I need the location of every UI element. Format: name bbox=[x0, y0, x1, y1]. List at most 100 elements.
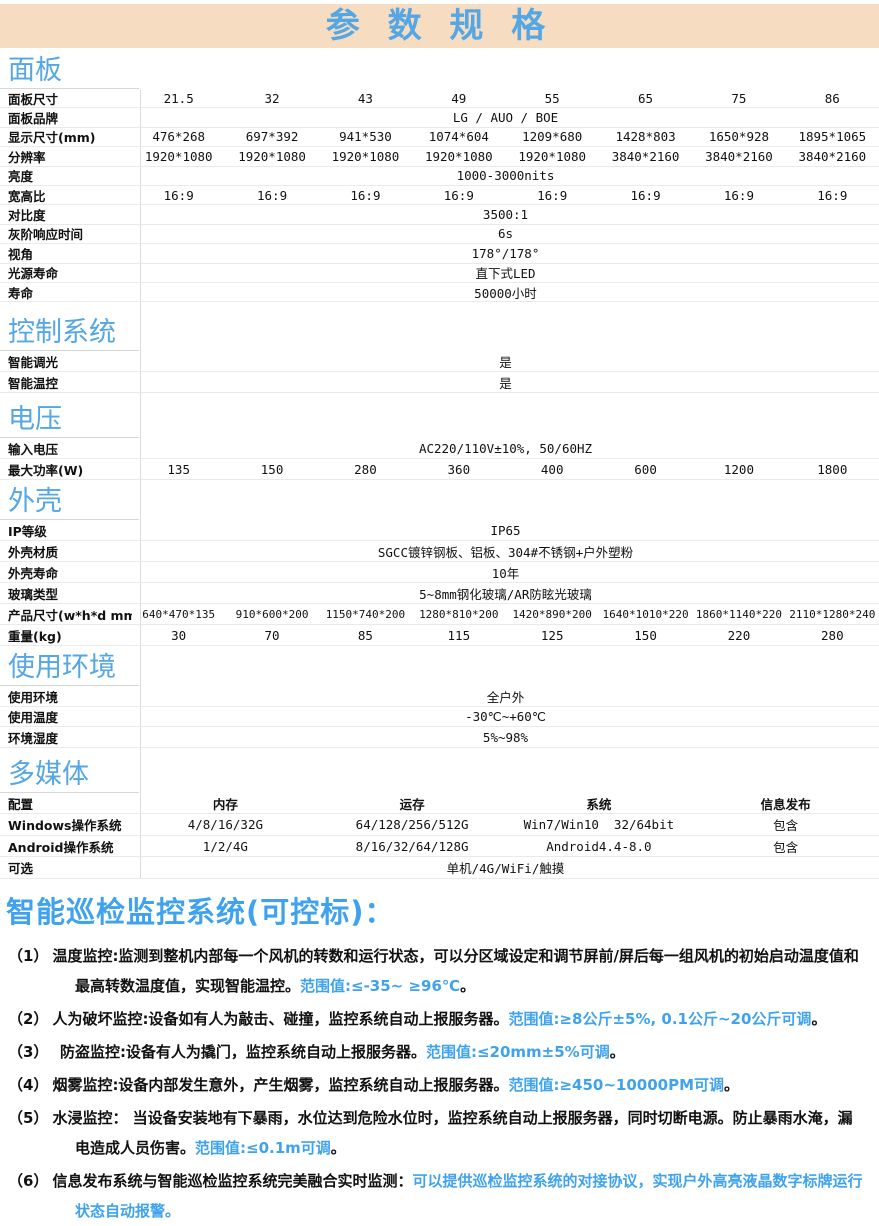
monitor-item: （1） 温度监控:监测到整机内部每一个风机的转数和运行状态，可以分区域设定和调节屏… bbox=[0, 941, 879, 1001]
row-label: 玻璃类型 bbox=[8, 586, 59, 602]
row-data: 50000小时 bbox=[132, 283, 879, 302]
item-number: （3） bbox=[8, 1042, 41, 1061]
cell-value: 30 bbox=[171, 627, 187, 643]
row-value: 是 bbox=[499, 354, 512, 370]
cell-value: 16:9 bbox=[630, 187, 661, 203]
row-label: 面板尺寸 bbox=[8, 91, 59, 107]
cell-value: 1280*810*200 bbox=[419, 607, 499, 621]
row-label: 重量(kg) bbox=[8, 628, 62, 644]
item-text: 范围值:≤0.1m可调 bbox=[195, 1138, 331, 1157]
row-value: 全户外 bbox=[486, 689, 525, 705]
section-heading-voltage: 电压 bbox=[0, 403, 139, 439]
spec-row: 亮度 1000-3000nits bbox=[0, 167, 879, 186]
section-heading-panel: 面板 bbox=[0, 54, 139, 89]
row-label: IP等级 bbox=[8, 523, 47, 539]
cell-value: 2110*1280*240 bbox=[789, 607, 876, 621]
section-voltage: 电压 输入电压 AC220/110V±10%, 50/60HZ 最大功率(W) 135 1… bbox=[0, 403, 879, 481]
cell-value: 3840*2160 bbox=[611, 148, 680, 164]
spec-row: 光源寿命 直下式LED bbox=[0, 264, 879, 283]
item-text: 范围值:≤20mm±5%可调 bbox=[425, 1042, 610, 1061]
monitor-item: （3） 防盗监控:设备有人为撬门，监控系统自动上报服务器。范围值:≤20mm±5… bbox=[0, 1037, 879, 1067]
spec-row: 分辨率 1920*1080 1920*1080 1920*1080 1920*1080 1… bbox=[0, 147, 879, 167]
row-label: 智能温控 bbox=[8, 375, 59, 391]
row-value: 10年 bbox=[491, 565, 520, 581]
row-data: 全户外 bbox=[132, 687, 879, 706]
row-value: 1000-3000nits bbox=[456, 168, 555, 184]
cell-value: 1895*1065 bbox=[798, 129, 867, 145]
cell-value: 16:9 bbox=[537, 187, 568, 203]
row-data: 直下式LED bbox=[132, 263, 879, 282]
row-value: SGCC镀锌钢板、铝板、304#不锈钢+户外塑粉 bbox=[377, 544, 634, 560]
row-label: 亮度 bbox=[8, 169, 34, 185]
spec-row: 面板品牌 LG / AUO / BOE bbox=[0, 108, 879, 128]
row-data: -30℃~+60℃ bbox=[132, 709, 879, 724]
cell-value: 1200 bbox=[723, 461, 754, 477]
spec-row: 外壳材质 SGCC镀锌钢板、铝板、304#不锈钢+户外塑粉 bbox=[0, 541, 879, 563]
spec-row: 环境湿度 5%~98% bbox=[0, 727, 879, 748]
row-label: Android操作系统 bbox=[8, 839, 114, 855]
cell-value: 43 bbox=[357, 90, 373, 106]
row-data: 21.5 32 43 49 55 65 75 86 bbox=[132, 91, 879, 106]
cell-value: 1920*1080 bbox=[518, 148, 587, 164]
row-data: 内存 运存 系统 信息发布 bbox=[132, 794, 879, 813]
row-label: 使用温度 bbox=[8, 710, 59, 726]
cell-value: 400 bbox=[540, 461, 564, 477]
monitor-item: （2） 人为破坏监控:设备如有人为敲击、碰撞，监控系统自动上报服务器。范围值:≥8… bbox=[0, 1004, 879, 1034]
cell-value: 1420*890*200 bbox=[512, 607, 592, 621]
spec-row: 灰阶响应时间 6s bbox=[0, 225, 879, 245]
cell-value: 86 bbox=[824, 90, 840, 106]
cell-value: 包含 bbox=[773, 839, 799, 855]
spec-row: Android操作系统 1/2/4G 8/16/32/64/128G Android4… bbox=[0, 836, 879, 858]
cell-value: 941*530 bbox=[339, 129, 392, 145]
section-heading-multimedia: 多媒体 bbox=[0, 757, 139, 793]
cell-value: 1920*1080 bbox=[331, 148, 400, 164]
cell-value: 910*600*200 bbox=[235, 607, 309, 621]
row-label: 产品尺寸(w*h*d mm) bbox=[8, 607, 132, 623]
cell-value: 32 bbox=[264, 90, 280, 106]
cell-value: 150 bbox=[260, 461, 284, 477]
item-text: 范围值:≥450~10000PM可调 bbox=[508, 1075, 725, 1094]
item-number: （1） bbox=[8, 946, 49, 965]
cell-value: 125 bbox=[540, 627, 564, 643]
cell-value: 476*268 bbox=[152, 129, 206, 145]
spec-row: 面板尺寸 21.5 32 43 49 55 65 75 86 bbox=[0, 89, 879, 109]
row-value: -30℃~+60℃ bbox=[465, 709, 546, 725]
item-text: 烟雾监控:设备内部发生意外，产生烟雾，监控系统自动上报服务器。 bbox=[52, 1075, 509, 1094]
cell-value: 75 bbox=[731, 90, 747, 106]
row-value: 178°/178° bbox=[471, 245, 540, 261]
row-value: IP65 bbox=[490, 522, 521, 538]
cell-value: 1150*740*200 bbox=[325, 607, 406, 621]
cell-value: 1860*1140*220 bbox=[695, 607, 782, 621]
cell-value: 1640*1010*220 bbox=[602, 607, 689, 621]
item-text: 人为破坏监控:设备如有人为敲击、碰撞，监控系统自动上报服务器。 bbox=[52, 1009, 509, 1028]
cell-value: 70 bbox=[264, 627, 280, 643]
row-data: 是 bbox=[132, 352, 879, 371]
item-number: （2） bbox=[8, 1009, 49, 1028]
spec-row: 对比度 3500:1 bbox=[0, 205, 879, 225]
item-text: 。 bbox=[724, 1075, 740, 1094]
row-data: 5~8mm钢化玻璃/AR防眩光玻璃 bbox=[132, 584, 879, 603]
row-label: 灰阶响应时间 bbox=[8, 227, 84, 243]
cell-value: 21.5 bbox=[163, 90, 194, 106]
row-data: 是 bbox=[132, 373, 879, 392]
item-text: 信息发布系统与智能巡检监控系统完美融合实时监测： bbox=[52, 1171, 413, 1190]
row-value: 单机/4G/WiFi/触摸 bbox=[446, 861, 565, 877]
row-data: 640*470*135 910*600*200 1150*740*200 1280*8… bbox=[132, 608, 879, 621]
row-data: 5%~98% bbox=[132, 730, 879, 745]
spec-row: Windows操作系统 4/8/16/32G 64/128/256/512G Win7… bbox=[0, 814, 879, 836]
row-value: 6s bbox=[497, 226, 514, 242]
spec-row: 最大功率(W) 135 150 280 360 400 600 1200 1800 bbox=[0, 459, 879, 481]
spec-row: 宽高比 16:9 16:9 16:9 16:9 16:9 16:9 16:9 16:9 bbox=[0, 186, 879, 206]
spec-row: 使用温度 -30℃~+60℃ bbox=[0, 707, 879, 728]
row-label: 视角 bbox=[8, 246, 34, 262]
cell-value: 16:9 bbox=[817, 187, 848, 203]
item-number: （6） bbox=[8, 1171, 49, 1190]
row-label: 宽高比 bbox=[8, 188, 46, 204]
cell-value: 16:9 bbox=[723, 187, 754, 203]
row-data: IP65 bbox=[132, 523, 879, 538]
cell-value: 16:9 bbox=[163, 187, 194, 203]
cell-value: 55 bbox=[544, 90, 560, 106]
item-number: （4） bbox=[8, 1075, 49, 1094]
cell-value: Win7/Win10 32/64bit bbox=[523, 817, 675, 833]
item-text: 范围值:≤-35~ ≥96℃ bbox=[300, 976, 461, 995]
